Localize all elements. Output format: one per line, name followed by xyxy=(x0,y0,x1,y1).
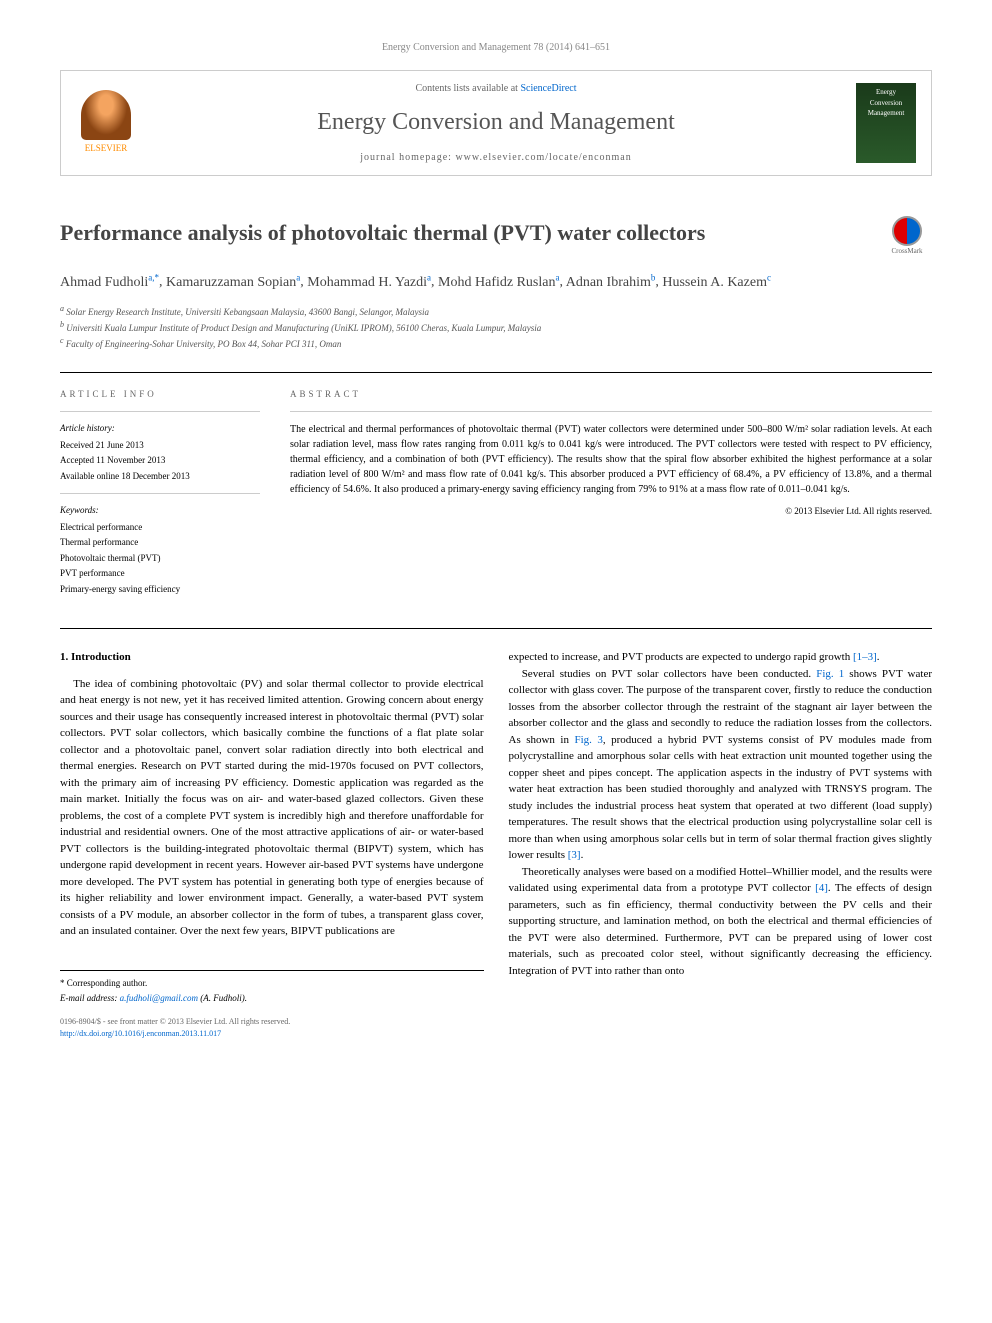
body-column-left: 1. Introduction The idea of combining ph… xyxy=(60,649,484,1006)
abstract-heading: ABSTRACT xyxy=(290,388,932,402)
title-row: Performance analysis of photovoltaic the… xyxy=(60,216,932,256)
divider-thin xyxy=(60,493,260,494)
affiliation: a Solar Energy Research Institute, Unive… xyxy=(60,303,932,319)
homepage-prefix: journal homepage: xyxy=(360,152,455,163)
homepage-line: journal homepage: www.elsevier.com/locat… xyxy=(151,150,841,165)
divider-thin xyxy=(290,411,932,412)
affiliation: b Universiti Kuala Lumpur Institute of P… xyxy=(60,319,932,335)
keyword: PVT performance xyxy=(60,567,260,581)
ref-link[interactable]: [4] xyxy=(815,882,828,894)
info-abstract-row: ARTICLE INFO Article history: Received 2… xyxy=(60,388,932,599)
contents-prefix: Contents lists available at xyxy=(415,83,520,94)
elsevier-logo[interactable]: ELSEVIER xyxy=(76,88,136,158)
elsevier-tree-icon xyxy=(81,90,131,140)
body-paragraph: Theoretically analyses were based on a m… xyxy=(509,864,933,980)
email-suffix: (A. Fudholi). xyxy=(198,993,247,1003)
cover-subtitle: Conversion Management xyxy=(860,98,912,119)
crossmark-badge[interactable]: CrossMark xyxy=(882,216,932,256)
ref-link[interactable]: Fig. 1 xyxy=(816,668,844,680)
info-heading: ARTICLE INFO xyxy=(60,388,260,402)
keyword: Primary-energy saving efficiency xyxy=(60,583,260,597)
crossmark-icon xyxy=(892,216,922,246)
sciencedirect-link[interactable]: ScienceDirect xyxy=(520,83,576,94)
keywords-list: Electrical performanceThermal performanc… xyxy=(60,521,260,597)
email-label: E-mail address: xyxy=(60,993,120,1003)
journal-cover[interactable]: Energy Conversion Management xyxy=(856,83,916,163)
footer-block: * Corresponding author. E-mail address: … xyxy=(60,970,484,1006)
copyright-line: 0196-8904/$ - see front matter © 2013 El… xyxy=(60,1016,932,1028)
received-date: Received 21 June 2013 xyxy=(60,439,260,453)
body-text: expected to increase, and PVT products a… xyxy=(509,651,880,663)
ref-link[interactable]: [3] xyxy=(568,849,581,861)
publisher-name: ELSEVIER xyxy=(85,142,128,156)
divider-thin xyxy=(60,411,260,412)
corresponding-author: * Corresponding author. xyxy=(60,977,484,991)
keyword: Thermal performance xyxy=(60,536,260,550)
homepage-url[interactable]: www.elsevier.com/locate/enconman xyxy=(455,152,631,163)
journal-name: Energy Conversion and Management xyxy=(151,104,841,140)
cover-title: Energy xyxy=(876,87,896,98)
keywords-heading: Keywords: xyxy=(60,504,260,518)
article-info: ARTICLE INFO Article history: Received 2… xyxy=(60,388,260,599)
authors-list: Ahmad Fudholia,*, Kamaruzzaman Sopiana, … xyxy=(60,271,932,293)
abstract-text: The electrical and thermal performances … xyxy=(290,422,932,497)
history-heading: Article history: xyxy=(60,422,260,436)
copyright-footer: 0196-8904/$ - see front matter © 2013 El… xyxy=(60,1016,932,1040)
author[interactable]: Mohd Hafidz Ruslana xyxy=(438,275,559,290)
divider xyxy=(60,628,932,629)
author[interactable]: Adnan Ibrahimb xyxy=(566,275,656,290)
abstract-column: ABSTRACT The electrical and thermal perf… xyxy=(290,388,932,599)
banner-center: Contents lists available at ScienceDirec… xyxy=(151,81,841,165)
body-paragraph: Several studies on PVT solar collectors … xyxy=(509,666,933,864)
contents-line: Contents lists available at ScienceDirec… xyxy=(151,81,841,96)
author[interactable]: Hussein A. Kazemc xyxy=(662,275,771,290)
accepted-date: Accepted 11 November 2013 xyxy=(60,454,260,468)
header-banner: ELSEVIER Contents lists available at Sci… xyxy=(60,70,932,176)
section-heading: 1. Introduction xyxy=(60,649,484,666)
abstract-copyright: © 2013 Elsevier Ltd. All rights reserved… xyxy=(290,505,932,519)
keyword: Electrical performance xyxy=(60,521,260,535)
author[interactable]: Mohammad H. Yazdia xyxy=(307,275,431,290)
body-columns: 1. Introduction The idea of combining ph… xyxy=(60,649,932,1006)
email-line: E-mail address: a.fudholi@gmail.com (A. … xyxy=(60,992,484,1006)
author[interactable]: Ahmad Fudholia,* xyxy=(60,275,159,290)
online-date: Available online 18 December 2013 xyxy=(60,470,260,484)
doi-link[interactable]: http://dx.doi.org/10.1016/j.enconman.201… xyxy=(60,1029,221,1038)
affiliation: c Faculty of Engineering-Sohar Universit… xyxy=(60,335,932,351)
crossmark-label: CrossMark xyxy=(891,246,922,257)
email-link[interactable]: a.fudholi@gmail.com xyxy=(120,993,198,1003)
ref-link[interactable]: Fig. 3 xyxy=(574,734,602,746)
body-paragraph: expected to increase, and PVT products a… xyxy=(509,649,933,666)
keyword: Photovoltaic thermal (PVT) xyxy=(60,552,260,566)
ref-link[interactable]: [1–3] xyxy=(853,651,877,663)
divider xyxy=(60,372,932,373)
affiliations: a Solar Energy Research Institute, Unive… xyxy=(60,303,932,352)
article-title: Performance analysis of photovoltaic the… xyxy=(60,216,862,249)
body-paragraph: The idea of combining photovoltaic (PV) … xyxy=(60,676,484,940)
author[interactable]: Kamaruzzaman Sopiana xyxy=(166,275,300,290)
header-citation: Energy Conversion and Management 78 (201… xyxy=(60,40,932,55)
body-column-right: expected to increase, and PVT products a… xyxy=(509,649,933,1006)
